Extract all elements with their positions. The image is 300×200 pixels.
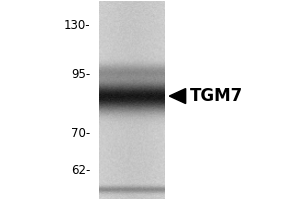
Text: 130-: 130-	[64, 19, 91, 32]
Text: 70-: 70-	[71, 127, 91, 140]
Polygon shape	[169, 89, 186, 104]
Text: 62-: 62-	[71, 164, 91, 178]
Text: 95-: 95-	[71, 68, 91, 81]
Text: TGM7: TGM7	[190, 87, 243, 105]
